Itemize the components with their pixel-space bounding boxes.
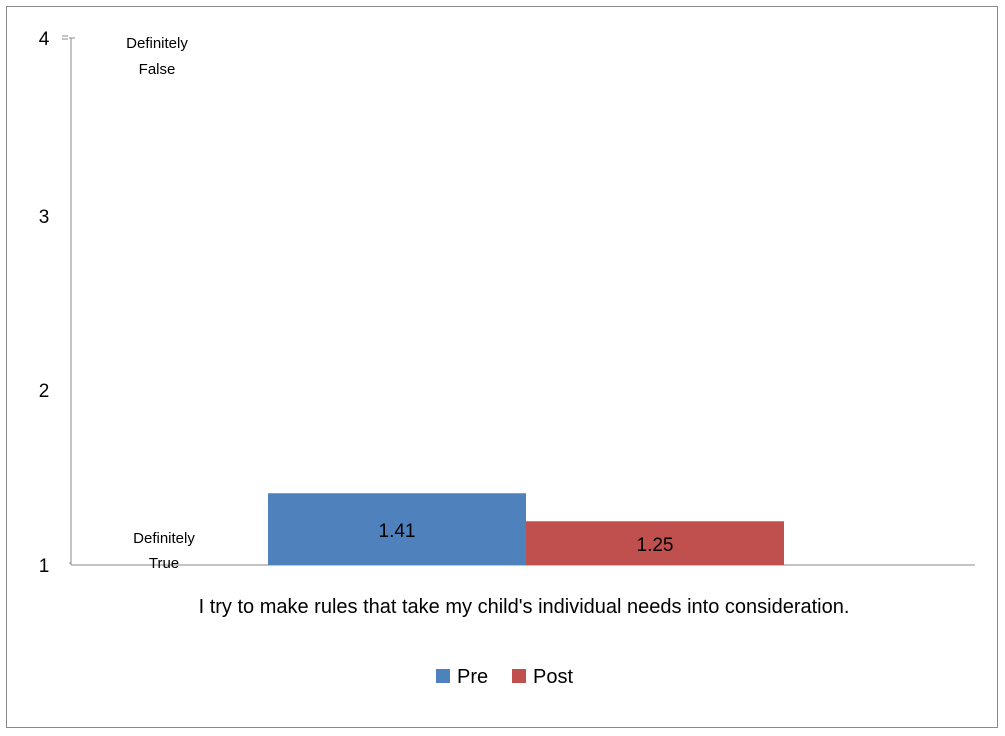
data-label-post: 1.25 [637,535,674,556]
annotation-top-line2: False [139,61,176,78]
annotation-top-line1: Definitely [126,35,188,52]
data-labels: 1.41 1.25 [379,521,674,556]
scale-annotations: Definitely False Definitely True [126,35,195,572]
legend-swatch-pre [436,669,450,683]
legend-swatch-post [512,669,526,683]
annotation-bottom-line2: True [149,555,179,572]
y-tick-label-2: 2 [39,381,50,402]
legend-label-post: Post [533,666,573,688]
legend-label-pre: Pre [457,666,488,688]
y-tick-label-3: 3 [39,207,50,228]
data-label-pre: 1.41 [379,521,416,542]
y-tick-label-1: 1 [39,556,50,577]
legend: Pre Post [436,666,573,688]
x-axis-category: I try to make rules that take my child's… [199,596,850,618]
y-tick-label-4: 4 [39,29,50,50]
chart-frame [6,6,998,728]
y-axis-ticks: 1 2 3 4 [39,29,50,577]
bar-pre [268,493,526,565]
chart-bars [268,493,784,565]
category-label: I try to make rules that take my child's… [199,596,850,618]
chart-axes [62,35,975,566]
bar-post [526,521,784,565]
annotation-bottom-line1: Definitely [133,530,195,547]
